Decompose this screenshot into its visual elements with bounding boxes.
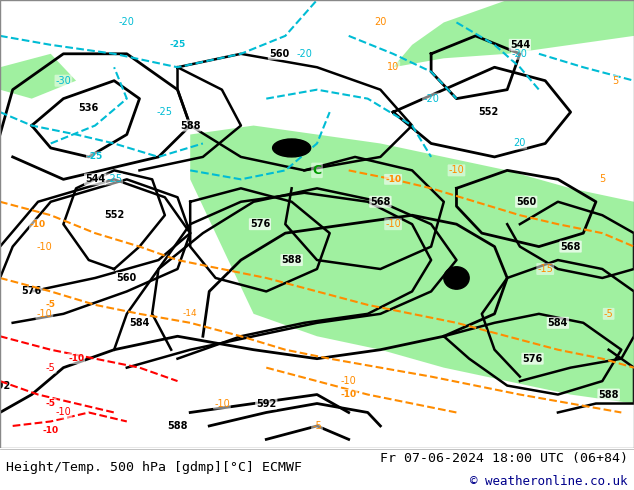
Ellipse shape [273,139,311,157]
Text: -25: -25 [169,40,186,49]
Text: -25: -25 [106,174,122,184]
Text: 20: 20 [514,139,526,148]
Text: 552: 552 [478,107,498,117]
Text: -10: -10 [385,175,401,184]
Text: -20: -20 [423,94,439,104]
Text: 576: 576 [22,287,42,296]
Text: -5: -5 [312,421,322,431]
Text: -10: -10 [449,165,464,175]
Text: Height/Temp. 500 hPa [gdmp][°C] ECMWF: Height/Temp. 500 hPa [gdmp][°C] ECMWF [6,461,302,474]
Text: 560: 560 [117,273,137,283]
Text: 536: 536 [79,102,99,113]
Text: -20: -20 [512,49,528,59]
Text: -20: -20 [119,18,135,27]
Ellipse shape [444,267,469,289]
Text: 552: 552 [104,210,124,220]
Text: -10: -10 [42,426,59,435]
Text: -10: -10 [340,390,357,399]
Text: 584: 584 [548,318,568,328]
Text: -5: -5 [46,363,56,373]
Text: 592: 592 [0,381,10,391]
Text: -20: -20 [296,49,313,59]
Text: 560: 560 [269,49,289,59]
Text: -10: -10 [385,219,401,229]
Text: -10: -10 [68,354,84,363]
Text: -5: -5 [46,399,56,408]
Text: 592: 592 [256,398,276,409]
Text: 5: 5 [612,75,618,86]
Text: -25: -25 [87,152,103,161]
Polygon shape [393,0,634,67]
Text: -10: -10 [37,242,52,251]
Text: -5: -5 [46,300,56,309]
Text: -15: -15 [537,264,553,274]
Text: © weatheronline.co.uk: © weatheronline.co.uk [470,475,628,488]
Text: 576: 576 [522,354,543,364]
Text: 10: 10 [387,62,399,72]
Text: -10: -10 [30,220,46,229]
Text: 560: 560 [516,197,536,207]
Text: 544: 544 [510,40,530,50]
Text: 588: 588 [281,255,302,265]
Polygon shape [190,125,634,404]
Text: 588: 588 [180,121,200,130]
Text: C: C [313,164,321,177]
Text: 584: 584 [129,318,150,328]
Text: -30: -30 [56,75,71,86]
Text: -5: -5 [604,309,614,319]
Text: 576: 576 [250,219,270,229]
Text: -10: -10 [341,376,356,386]
Text: -14: -14 [183,309,198,318]
Polygon shape [0,54,76,98]
Text: -10: -10 [214,398,230,409]
Text: -10: -10 [37,309,52,319]
Text: 568: 568 [560,242,581,251]
Text: -25: -25 [157,107,173,117]
Text: 588: 588 [598,390,619,399]
Text: 544: 544 [85,174,105,184]
Text: Fr 07-06-2024 18:00 UTC (06+84): Fr 07-06-2024 18:00 UTC (06+84) [380,452,628,466]
Text: 20: 20 [374,18,387,27]
Text: -10: -10 [56,408,71,417]
Text: 5: 5 [599,174,605,184]
Text: 588: 588 [167,421,188,431]
Text: 568: 568 [370,197,391,207]
